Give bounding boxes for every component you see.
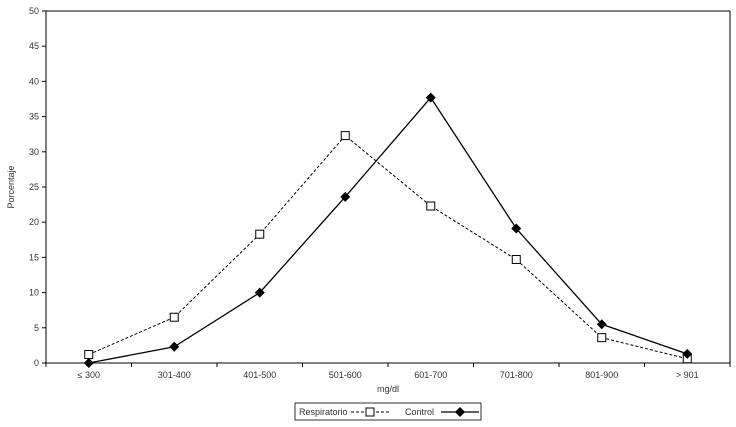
x-axis-label: mg/dl (377, 384, 399, 394)
y-tick-label: 50 (29, 6, 39, 16)
point-control (511, 223, 522, 234)
y-tick-label: 10 (29, 288, 39, 298)
y-tick-label: 20 (29, 217, 39, 227)
y-tick-label: 0 (34, 358, 39, 368)
y-tick-label: 45 (29, 41, 39, 51)
point-respiratorio (84, 350, 94, 360)
y-tick-label: 5 (34, 323, 39, 333)
point-control (254, 287, 265, 298)
axes: 0 5 10 15 20 25 30 35 40 45 50 ≤ 300 301-400 401-500 5… (29, 6, 731, 380)
point-respiratorio (426, 201, 436, 211)
point-control (596, 319, 607, 330)
legend-label-respiratorio: Respiratorio (299, 407, 348, 417)
x-tick-label: 401-500 (243, 370, 276, 380)
y-tick-label: 15 (29, 252, 39, 262)
point-respiratorio (597, 333, 607, 343)
point-control (425, 92, 436, 103)
x-tick-label: 701-800 (500, 370, 533, 380)
point-respiratorio (169, 312, 179, 322)
x-tick-label: 501-600 (329, 370, 362, 380)
point-control (682, 348, 693, 359)
x-tick-label: > 901 (676, 370, 699, 380)
point-respiratorio (255, 229, 265, 239)
point-control (169, 341, 180, 352)
series-line-control (88, 96, 688, 364)
point-control (83, 358, 94, 368)
point-respiratorio (511, 255, 521, 265)
y-tick-label: 25 (29, 182, 39, 192)
legend-label-control: Control (405, 407, 434, 417)
y-axis-label: Porcentaje (6, 165, 16, 208)
x-tick-label: 801-900 (585, 370, 618, 380)
x-tick-label: 601-700 (414, 370, 447, 380)
legend-marker-control (455, 407, 465, 417)
point-respiratorio (340, 131, 350, 141)
x-tick-label: ≤ 300 (78, 370, 100, 380)
series-layer (83, 92, 693, 368)
y-tick-label: 30 (29, 147, 39, 157)
legend-marker-respiratorio (365, 407, 375, 417)
labels-layer: Porcentaje mg/dl (6, 165, 399, 394)
y-tick-label: 40 (29, 76, 39, 86)
series-line-respiratorio (88, 134, 688, 360)
legend: Respiratorio Control (294, 402, 482, 421)
point-control (340, 191, 351, 202)
y-tick-label: 35 (29, 112, 39, 122)
x-tick-label: 301-400 (158, 370, 191, 380)
